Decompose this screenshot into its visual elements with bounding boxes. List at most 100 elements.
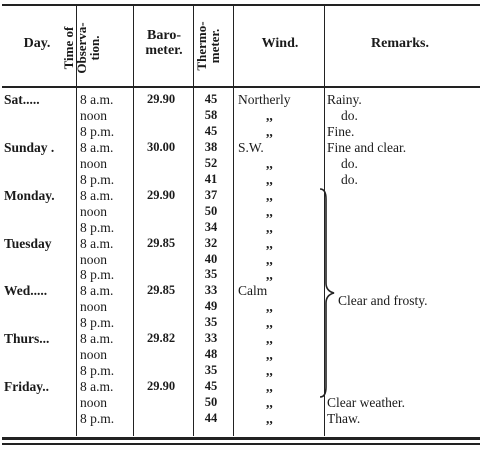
day-cell: Monday. [4, 187, 55, 203]
day-cell: Tuesday [4, 235, 52, 251]
bottom-rule [2, 443, 480, 445]
time-cell: 8 p.m. [80, 219, 115, 235]
header-day: Day. [23, 36, 51, 51]
time-cell: 8 p.m. [80, 411, 115, 426]
table-row: 8 p.m. 35,, [0, 315, 483, 331]
thermometer-cell: 35 [204, 315, 218, 330]
barometer-cell: 29.90 [146, 379, 176, 394]
barometer-cell: 29.90 [146, 187, 176, 202]
thermometer-cell: 45 [204, 379, 218, 394]
time-cell: 8 p.m. [80, 315, 115, 331]
column-rule [133, 6, 134, 436]
time-cell: 8 a.m. [80, 139, 114, 155]
column-rule [193, 6, 194, 436]
thermometer-cell: 58 [204, 107, 218, 122]
table-row: noon 50,, [0, 204, 483, 220]
table-row: Thurs... 8 a.m. 29.82 33,, [0, 331, 483, 347]
day-cell: Sat..... [4, 92, 40, 107]
thermometer-cell: 49 [204, 299, 218, 314]
thermometer-cell: 38 [204, 139, 218, 154]
time-cell: 8 p.m. [80, 363, 115, 379]
wind-cell: ,, [266, 395, 273, 411]
time-cell: noon [80, 107, 107, 123]
table-row: Sat..... 8 a.m. 29.90 45 Northerly Rainy. [0, 92, 483, 108]
header-thermometer: Thermo- meter. [194, 7, 223, 85]
thermometer-cell: 35 [204, 267, 218, 282]
remarks-cell: Clear weather. [327, 395, 405, 411]
thermometer-cell: 32 [204, 235, 218, 250]
table-row: noon 52,, do. [0, 156, 483, 172]
wind-cell: ,, [266, 267, 273, 283]
thermometer-cell: 33 [204, 331, 218, 346]
wind-cell: Calm [238, 283, 268, 299]
day-cell: Friday.. [4, 379, 50, 395]
thermometer-cell: 44 [204, 411, 218, 425]
time-cell: 8 a.m. [80, 235, 114, 251]
time-cell: noon [80, 155, 107, 171]
table-row: Tuesday 8 a.m. 29.85 32,, [0, 236, 483, 252]
wind-cell: ,, [266, 331, 273, 347]
wind-cell: ,, [266, 299, 273, 315]
wind-cell: ,, [266, 315, 273, 331]
column-rule [233, 6, 234, 436]
column-rule [76, 6, 77, 436]
table-row: noon 58,, do. [0, 108, 483, 124]
barometer-cell: 29.82 [146, 331, 176, 346]
table-row: 8 p.m. 35,, [0, 267, 483, 283]
wind-cell: ,, [266, 379, 273, 395]
header-time: Time of Observa- tion. [61, 9, 102, 87]
table-row: 8 p.m. 45,, Fine. [0, 124, 483, 140]
table-row: 8 p.m. 41,, do. [0, 172, 483, 188]
table-row: 8 p.m. 35,, [0, 363, 483, 379]
wind-cell: ,, [266, 107, 273, 123]
thermometer-cell: 33 [204, 283, 218, 298]
top-rule [2, 4, 480, 6]
remarks-cell: do. [341, 171, 358, 187]
header-time-line-3: tion. [87, 35, 102, 61]
table-row: noon 48,, [0, 347, 483, 363]
day-cell: Wed..... [4, 283, 48, 299]
thermometer-cell: 45 [204, 123, 218, 138]
barometer-cell: 29.90 [146, 92, 176, 106]
table-row: noon 50,, Clear weather. [0, 395, 483, 411]
header-barometer: Baro- meter. [136, 28, 192, 58]
thermometer-cell: 48 [204, 347, 218, 362]
brace-icon [319, 188, 335, 398]
header-remarks: Remarks. [371, 36, 429, 51]
barometer-cell: 29.85 [146, 283, 176, 298]
remarks-cell: do. [341, 155, 358, 171]
table-row: noon 49,, [0, 299, 483, 315]
table-row: Friday.. 8 a.m. 29.90 45,, [0, 379, 483, 395]
remarks-cell: do. [341, 107, 358, 123]
table-row: 8 p.m. 34,, [0, 220, 483, 236]
wind-cell: ,, [266, 235, 273, 251]
time-cell: 8 a.m. [80, 187, 114, 203]
wind-cell: ,, [266, 123, 273, 139]
brace-remark: Clear and frosty. [338, 293, 428, 308]
thermometer-cell: 50 [204, 203, 218, 218]
table-row: Monday. 8 a.m. 29.90 37,, [0, 188, 483, 204]
thermometer-cell: 37 [204, 187, 218, 202]
time-cell: 8 a.m. [80, 283, 114, 299]
wind-cell: ,, [266, 219, 273, 235]
bottom-rule [2, 437, 480, 440]
thermometer-cell: 35 [204, 363, 218, 378]
column-rule [324, 6, 325, 436]
time-cell: 8 a.m. [80, 92, 114, 107]
remarks-cell: Thaw. [327, 411, 361, 426]
thermometer-cell: 50 [204, 395, 218, 410]
barometer-cell: 30.00 [146, 139, 176, 154]
thermometer-cell: 34 [204, 219, 218, 234]
header-barometer-line-1: Baro- [147, 28, 181, 43]
table-row: Wed..... 8 a.m. 29.85 33 Calm [0, 283, 483, 299]
header-wind: Wind. [261, 36, 299, 51]
time-cell: noon [80, 251, 107, 267]
wind-cell: ,, [266, 411, 273, 426]
time-cell: noon [80, 299, 107, 315]
wind-cell: ,, [266, 155, 273, 171]
wind-cell: S.W. [238, 139, 264, 155]
wind-cell: ,, [266, 347, 273, 363]
remarks-cell: Fine and clear. [327, 139, 407, 155]
thermometer-cell: 40 [204, 251, 218, 266]
